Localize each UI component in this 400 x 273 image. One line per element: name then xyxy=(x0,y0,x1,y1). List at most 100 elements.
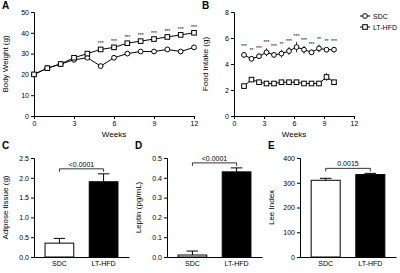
tick-mark xyxy=(231,116,234,117)
marker xyxy=(192,31,197,36)
marker xyxy=(112,45,117,50)
bar xyxy=(178,255,207,257)
y-axis: 0100200300400 xyxy=(283,155,300,261)
tick-label: 10 xyxy=(21,92,29,99)
marker xyxy=(98,47,103,52)
tick-mark xyxy=(31,12,34,13)
tick-mark xyxy=(264,116,265,119)
tick-mark xyxy=(164,237,167,238)
bar xyxy=(356,175,385,257)
tick: 0 xyxy=(233,116,237,127)
marker xyxy=(309,50,314,55)
marker xyxy=(294,45,299,50)
tick: 0.2 xyxy=(152,214,167,221)
panel: D0.00.10.20.30.40.5Leptin (pg/mL)<0.0001… xyxy=(134,140,263,267)
legend-label: SDC xyxy=(373,13,388,20)
annotations: <0.0001 xyxy=(59,161,103,172)
tick: 0 xyxy=(33,116,37,127)
tick: 10 xyxy=(21,92,34,99)
bracket xyxy=(59,169,103,172)
tick-mark xyxy=(297,232,300,233)
tick: 9 xyxy=(153,116,157,127)
legend-entry: SDC xyxy=(360,13,388,20)
marker xyxy=(192,45,197,50)
tick: 6 xyxy=(113,116,117,127)
plot: 02468Food Intake (g)********************… xyxy=(201,9,358,139)
x-axis-line xyxy=(168,257,263,258)
tick: 0.0 xyxy=(152,254,167,261)
annotations: <0.0001 xyxy=(192,155,236,166)
legend: SDCLT-HFD xyxy=(360,13,397,31)
tick-label: 40 xyxy=(21,30,29,37)
tick: 0.4 xyxy=(152,175,167,182)
significance: *** xyxy=(178,26,184,32)
significance: *** xyxy=(286,38,292,44)
panel-label: B xyxy=(202,0,209,11)
marker xyxy=(272,53,277,58)
marker xyxy=(279,51,284,56)
tick-mark xyxy=(297,183,300,184)
y-axis-line xyxy=(231,13,235,117)
tick-label: SDC xyxy=(185,260,200,267)
series-line xyxy=(34,47,194,74)
tick: 200 xyxy=(283,204,300,211)
tick-label: LT-HFD xyxy=(225,260,249,267)
marker xyxy=(317,81,322,86)
marker xyxy=(287,80,292,85)
y-axis-title: Lee Index xyxy=(267,190,276,225)
tick: 300 xyxy=(283,179,300,186)
significance: *** xyxy=(331,38,337,44)
tick-mark xyxy=(31,198,34,199)
legend-marker xyxy=(363,14,368,19)
tick-label: 1.0 xyxy=(19,214,29,221)
tick-label: 0.2 xyxy=(152,214,162,221)
panel: A01020304050Body Weight (g)*************… xyxy=(1,0,198,139)
plot: 0100200300400Lee Index0.0015SDCLT-HFD xyxy=(267,155,397,267)
significance: *** xyxy=(111,38,117,44)
tick-label: 0.5 xyxy=(152,155,162,162)
tick-label: 2 xyxy=(225,87,229,94)
marker xyxy=(257,54,262,59)
tick: 12 xyxy=(191,116,199,127)
error-bar xyxy=(59,238,60,243)
marker xyxy=(264,81,269,86)
marker xyxy=(294,80,299,85)
marker xyxy=(272,81,277,86)
tick-label: 200 xyxy=(283,204,295,211)
tick-mark xyxy=(31,217,34,218)
bar xyxy=(222,172,251,257)
tick: 12 xyxy=(351,116,359,127)
tick: LT-HFD xyxy=(225,260,249,267)
tick: 40 xyxy=(21,30,34,37)
error-cap xyxy=(98,173,109,174)
marker xyxy=(242,84,247,89)
tick-label: 0.4 xyxy=(152,175,162,182)
tick: 1.5 xyxy=(19,194,34,201)
x-axis-title: Weeks xyxy=(102,130,126,139)
tick-mark xyxy=(297,208,300,209)
tick: 0.5 xyxy=(19,234,34,241)
marker xyxy=(138,39,143,44)
tick: 6 xyxy=(225,35,234,42)
tick: 1.0 xyxy=(19,214,34,221)
y-axis: 0.00.10.20.30.40.5 xyxy=(152,155,167,261)
x-axis: SDCLT-HFD xyxy=(301,258,397,267)
tick: SDC xyxy=(52,260,67,267)
marks xyxy=(45,174,118,257)
tick-mark xyxy=(234,116,235,119)
x-axis-title: Weeks xyxy=(282,130,306,139)
tick-label: 0 xyxy=(233,120,237,127)
tick-label: SDC xyxy=(52,260,67,267)
significance: *** xyxy=(151,30,157,36)
tick-label: 8 xyxy=(225,9,229,16)
marker xyxy=(85,51,90,56)
significance: ** xyxy=(250,47,254,53)
tick: 2.5 xyxy=(19,155,34,162)
tick: LT-HFD xyxy=(92,260,116,267)
tick-mark xyxy=(231,64,234,65)
x-axis-line xyxy=(35,257,130,258)
marker xyxy=(309,81,314,86)
tick: 0 xyxy=(25,113,34,120)
tick-mark xyxy=(31,178,34,179)
marker xyxy=(98,64,103,69)
